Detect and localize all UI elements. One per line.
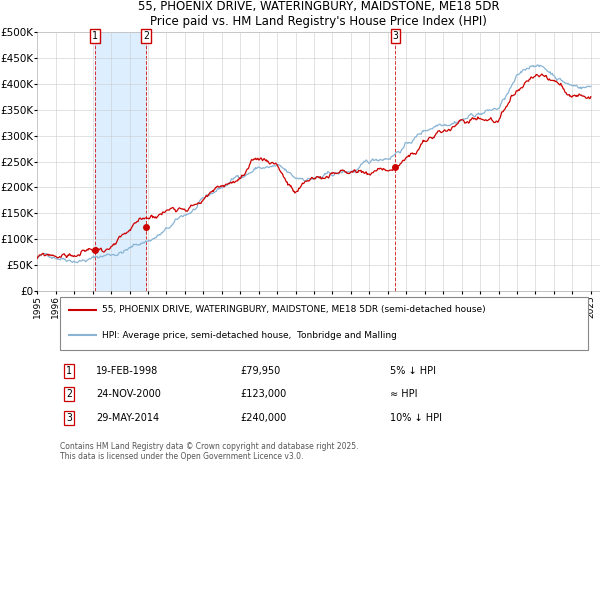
Text: 2: 2 [66,389,72,399]
Text: £123,000: £123,000 [240,389,286,399]
Text: £240,000: £240,000 [240,413,286,423]
Text: 3: 3 [66,413,72,423]
Text: £79,950: £79,950 [240,366,280,376]
Title: 55, PHOENIX DRIVE, WATERINGBURY, MAIDSTONE, ME18 5DR
Price paid vs. HM Land Regi: 55, PHOENIX DRIVE, WATERINGBURY, MAIDSTO… [138,0,499,28]
Text: 19-FEB-1998: 19-FEB-1998 [96,366,158,376]
Text: 29-MAY-2014: 29-MAY-2014 [96,413,159,423]
Text: 10% ↓ HPI: 10% ↓ HPI [390,413,442,423]
Text: 1: 1 [92,31,98,41]
Text: 3: 3 [392,31,398,41]
Text: ≈ HPI: ≈ HPI [390,389,418,399]
Text: 55, PHOENIX DRIVE, WATERINGBURY, MAIDSTONE, ME18 5DR (semi-detached house): 55, PHOENIX DRIVE, WATERINGBURY, MAIDSTO… [102,306,485,314]
Text: 24-NOV-2000: 24-NOV-2000 [96,389,161,399]
Text: 2: 2 [143,31,149,41]
Bar [95,32,146,291]
Text: Contains HM Land Registry data © Crown copyright and database right 2025.
This d: Contains HM Land Registry data © Crown c… [60,441,359,461]
Text: 5% ↓ HPI: 5% ↓ HPI [390,366,436,376]
Text: 1: 1 [66,366,72,376]
Text: HPI: Average price, semi-detached house,  Tonbridge and Malling: HPI: Average price, semi-detached house,… [102,331,397,340]
